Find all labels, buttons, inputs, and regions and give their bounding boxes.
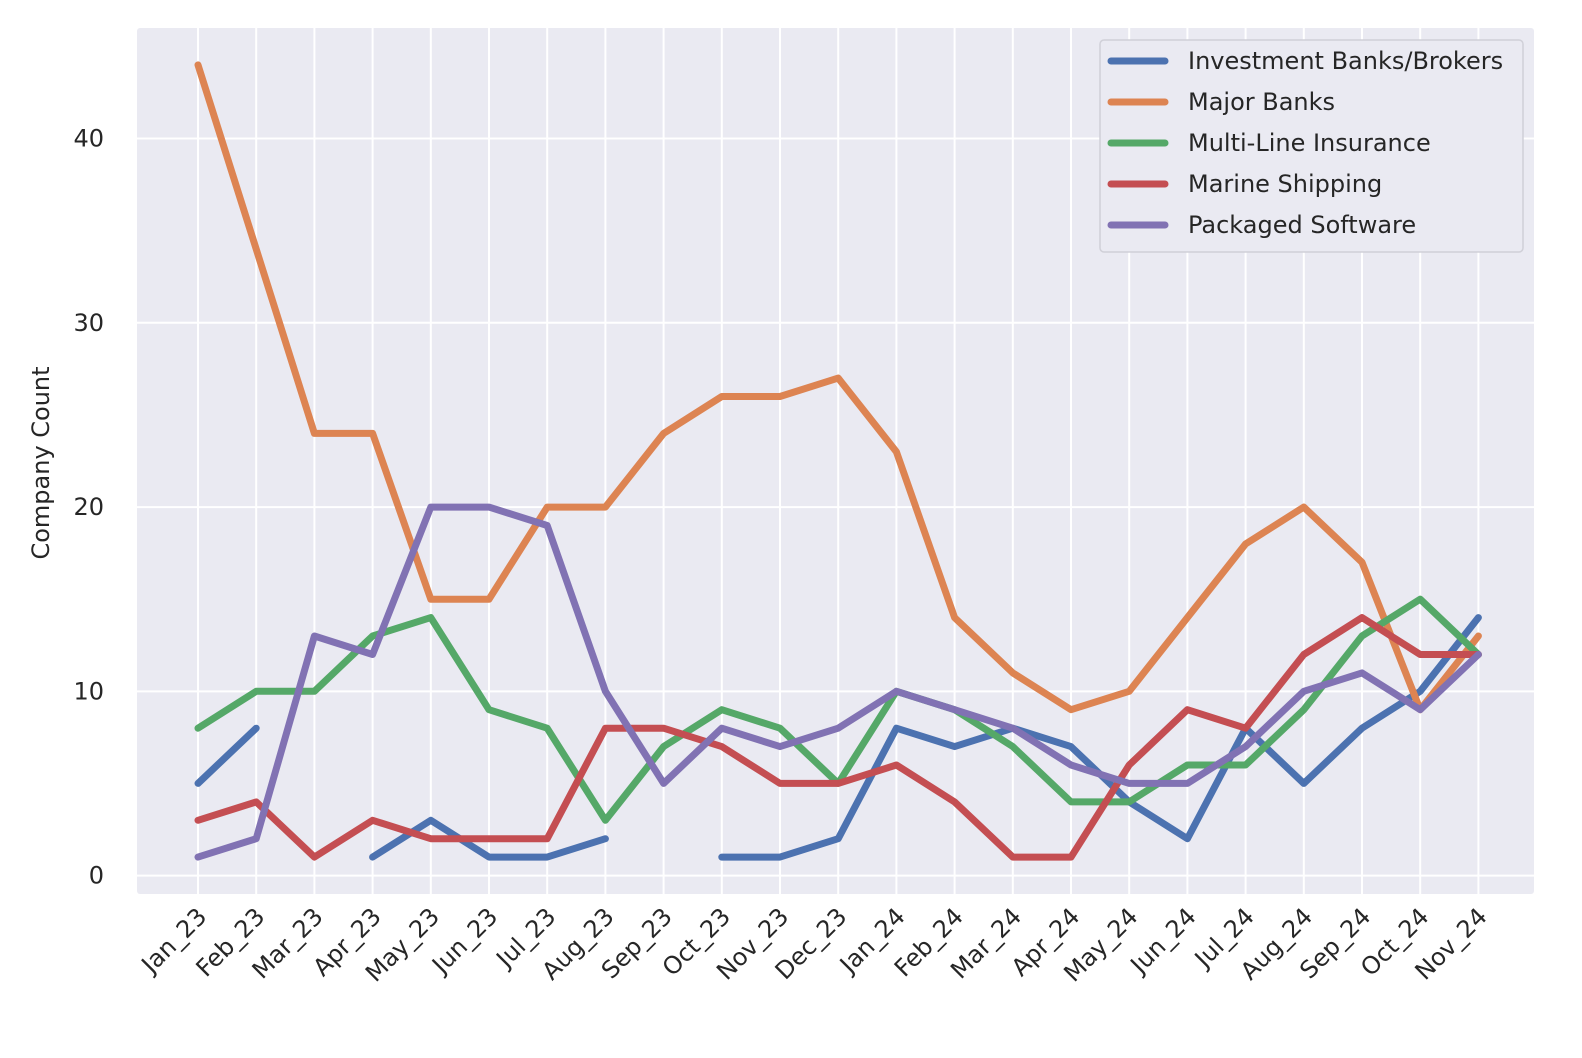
y-axis-title: Company Count [27, 366, 55, 559]
series-layer [194, 61, 1482, 861]
legend-box [1099, 39, 1524, 253]
legend: Investment Banks/Brokers Major Banks Multi… [1099, 39, 1524, 253]
legend-label: Major Banks [1188, 88, 1335, 116]
y-tick-labels: 0 10 20 30 40 [73, 125, 104, 890]
series-4 [194, 503, 1482, 861]
y-tick-label: 10 [73, 677, 104, 705]
y-tick-label: 40 [73, 125, 104, 153]
x-tick-labels: Jan_23Feb_23Mar_23Apr_23May_23Jun_23Jul_… [135, 902, 1493, 987]
y-tick-label: 0 [89, 862, 104, 890]
legend-label: Packaged Software [1188, 211, 1416, 239]
series-line [194, 614, 1482, 861]
y-tick-label: 30 [73, 309, 104, 337]
series-line [194, 503, 1482, 861]
legend-label: Marine Shipping [1188, 170, 1382, 198]
series-1 [194, 61, 1482, 714]
y-tick-label: 20 [73, 493, 104, 521]
series-line [194, 724, 260, 787]
x-tick-label: Jun_23 [425, 902, 503, 980]
x-tick-label: Jun_24 [1124, 902, 1202, 980]
legend-label: Investment Banks/Brokers [1188, 47, 1503, 75]
series-line [194, 61, 1482, 714]
series-3 [194, 614, 1482, 861]
legend-label: Multi-Line Insurance [1188, 129, 1431, 157]
